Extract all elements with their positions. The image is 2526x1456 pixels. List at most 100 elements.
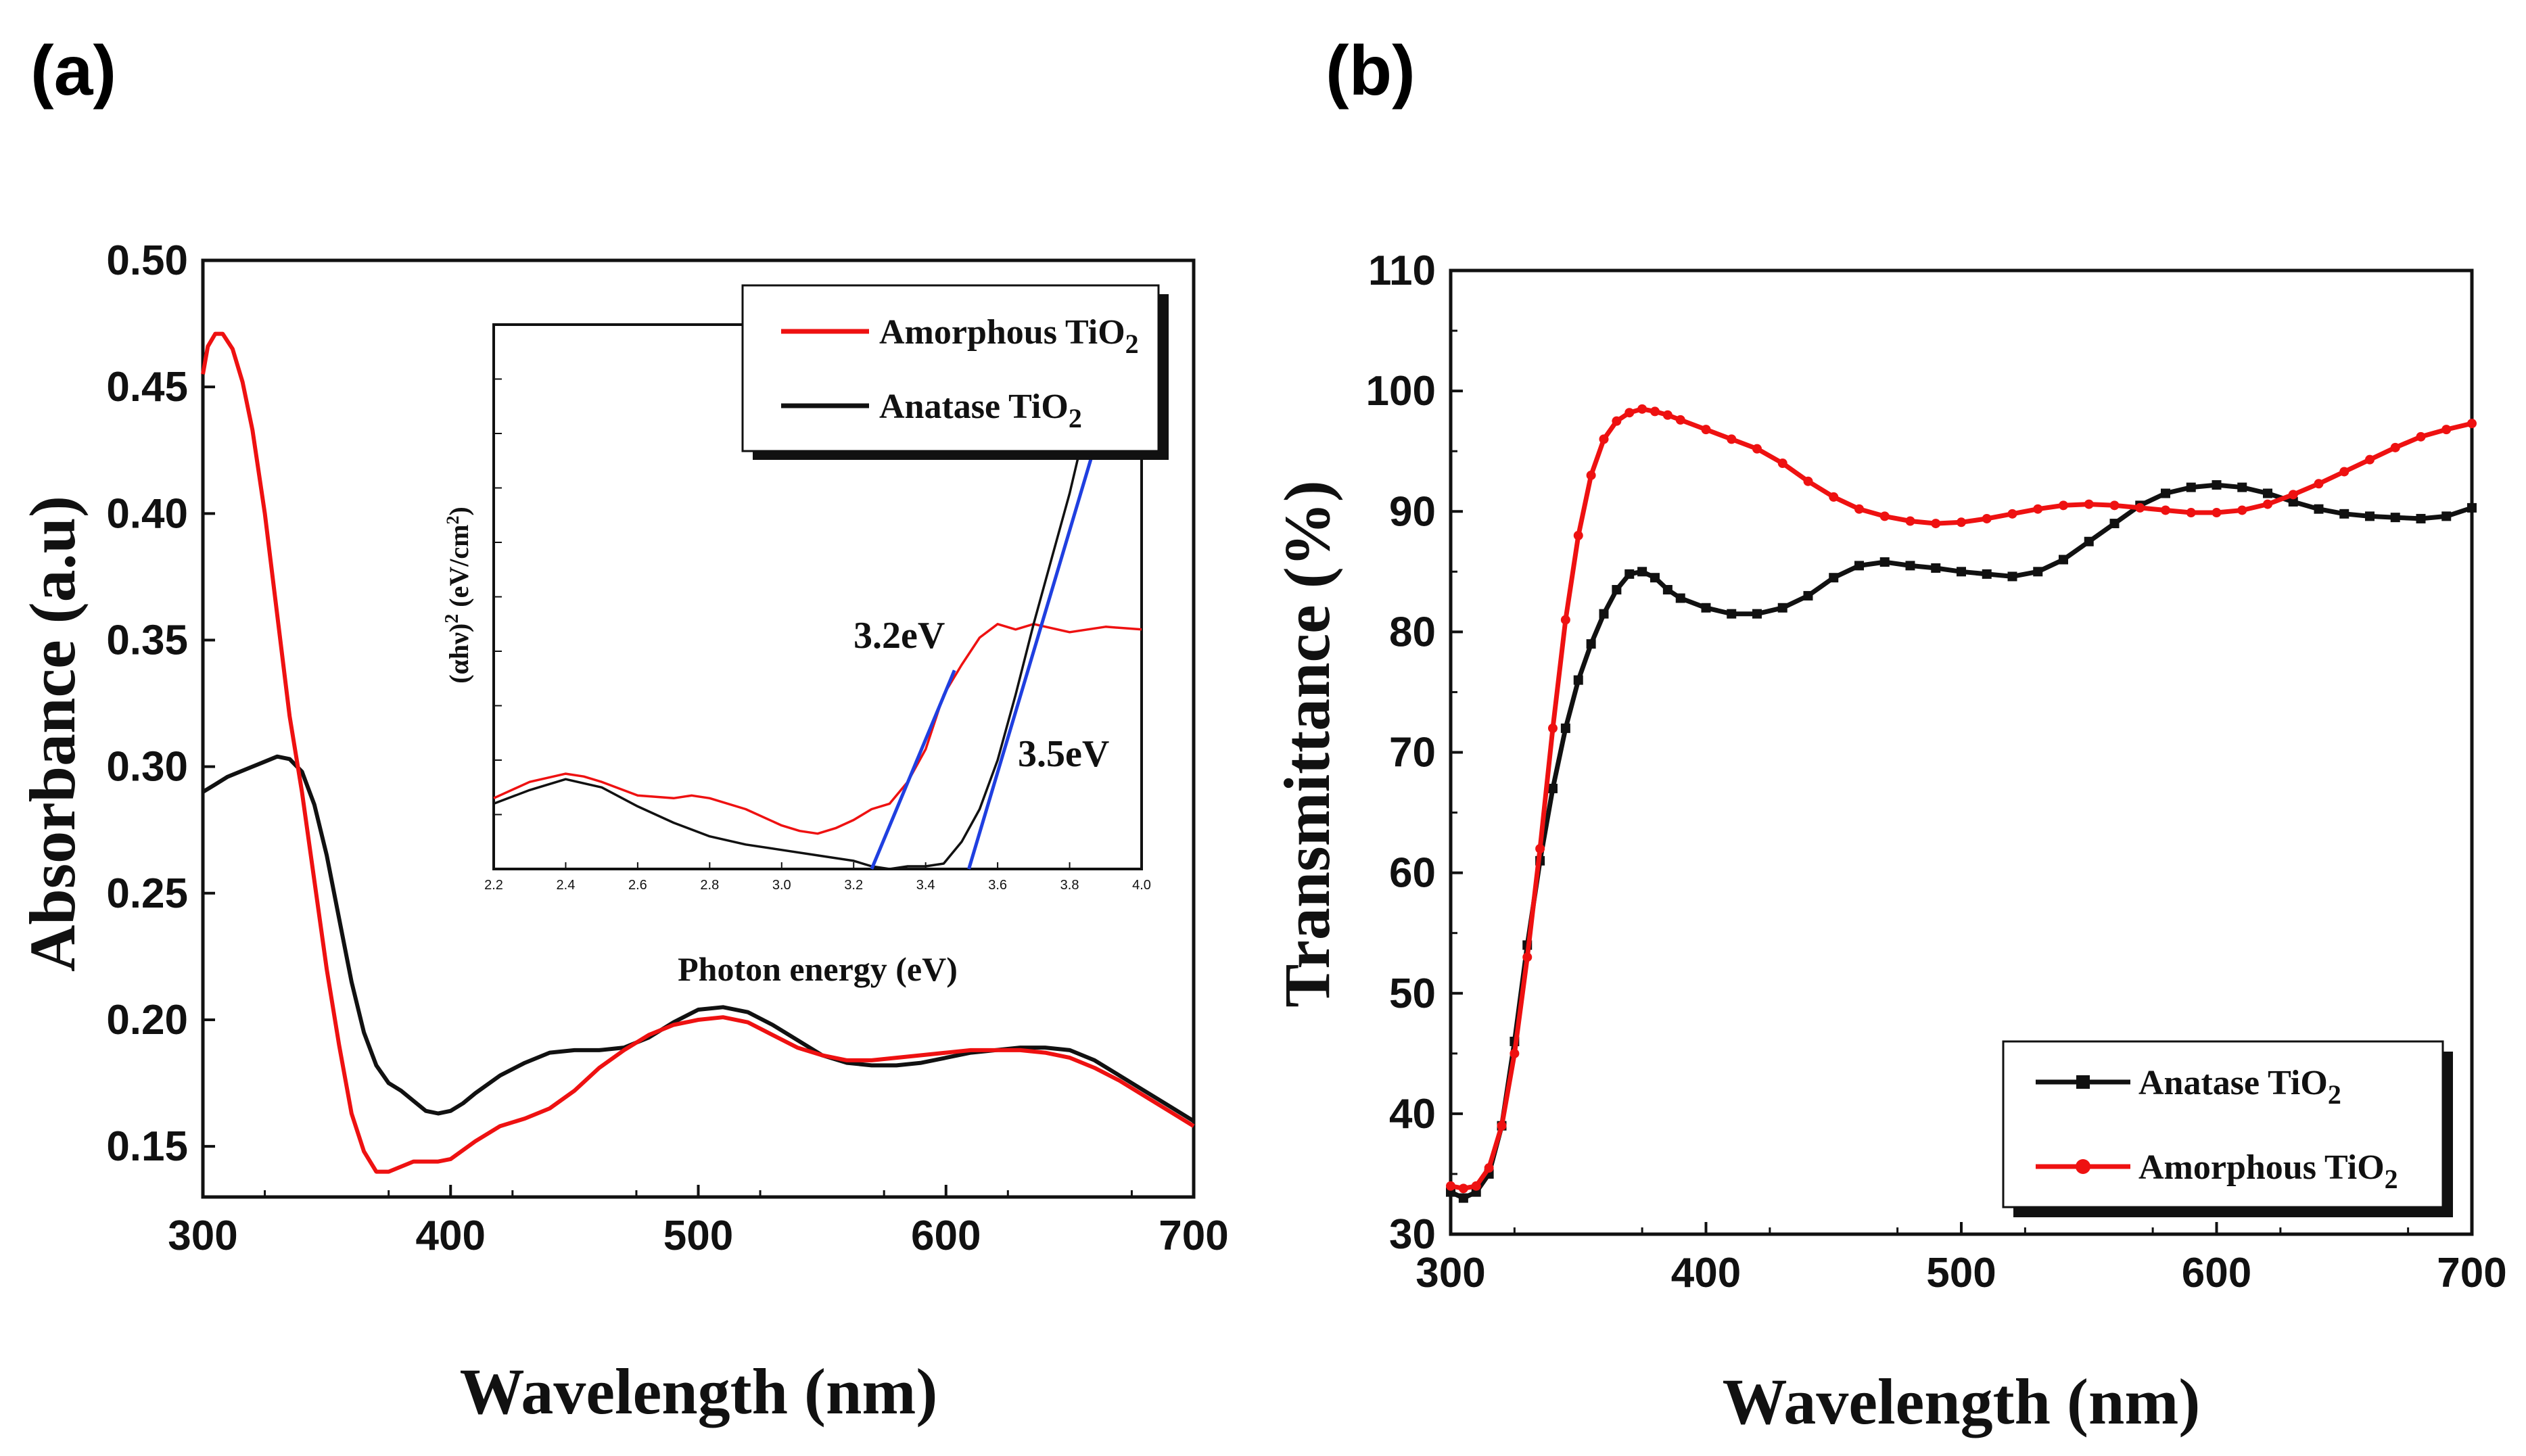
b-point-amorphous: [1612, 416, 1622, 426]
b-point-anatase: [2161, 488, 2170, 498]
b-point-anatase: [1650, 573, 1660, 583]
b-point-anatase: [2263, 488, 2272, 498]
b-ytick-label: 60: [1389, 850, 1436, 897]
panel-a-chart: 0.15 0.20 0.25 0.30 0.35 0.40 0.45 0.50 300 400 5…: [16, 237, 1229, 1428]
b-point-amorphous: [1675, 415, 1685, 425]
b-point-amorphous: [2212, 508, 2222, 518]
b-point-anatase: [1905, 561, 1915, 571]
b-ytick-label: 50: [1389, 970, 1436, 1017]
panel-a-y-ticks: 0.15 0.20 0.25 0.30 0.35 0.40 0.45 0.50: [106, 237, 215, 1170]
panel-a-y-axis-title: Absorbance (a.u): [16, 496, 89, 972]
b-point-anatase: [1560, 723, 1570, 733]
b-point-anatase: [2059, 555, 2068, 565]
inset-y-axis-title-sup: 2: [442, 614, 463, 624]
b-point-anatase: [1752, 609, 1762, 619]
b-point-amorphous: [1522, 952, 1533, 962]
b-point-anatase: [1982, 569, 1992, 579]
b-point-amorphous: [1752, 444, 1762, 454]
b-point-amorphous: [2339, 467, 2349, 477]
panel-b-legend-marker-amorphous: [2076, 1159, 2090, 1174]
b-point-anatase: [1637, 567, 1647, 577]
a-ytick-label: 0.30: [106, 744, 188, 791]
b-point-amorphous: [1471, 1181, 1481, 1191]
a-ytick-label: 0.15: [106, 1123, 188, 1170]
b-ytick-label: 80: [1389, 609, 1436, 655]
b-ytick-label: 90: [1389, 488, 1436, 535]
b-point-anatase: [1803, 590, 1813, 601]
b-xtick-label: 300: [1416, 1250, 1485, 1296]
b-point-amorphous: [2186, 508, 2196, 518]
inset-x-axis-title: Photon energy (eV): [678, 950, 958, 988]
panel-a-legend-label-anatase: Anatase TiO2: [879, 388, 1082, 433]
a-ytick-label: 0.25: [106, 870, 188, 917]
b-ytick-label: 70: [1389, 730, 1436, 776]
panel-a-label: (a): [30, 32, 116, 110]
b-point-anatase: [1624, 569, 1635, 579]
inset-y-axis-title-close: ): [444, 507, 474, 515]
a-ytick-label: 0.50: [106, 237, 188, 284]
b-point-amorphous: [1446, 1181, 1455, 1191]
panel-b-legend-anatase-text: Anatase TiO: [2138, 1064, 2328, 1102]
b-xtick-label: 600: [2182, 1250, 2251, 1296]
inset-xtick-label: 3.0: [772, 878, 791, 893]
b-point-anatase: [1701, 603, 1711, 613]
b-point-amorphous: [2314, 479, 2324, 489]
inset-series-line-amorphous: [493, 623, 1142, 835]
b-point-anatase: [1727, 609, 1737, 619]
b-point-anatase: [1599, 609, 1609, 619]
b-point-amorphous: [1931, 519, 1941, 529]
b-point-anatase: [2467, 502, 2477, 513]
inset-xtick-label: 2.4: [557, 878, 576, 893]
b-point-amorphous: [2059, 500, 2068, 511]
panel-a-legend: Amorphous TiO2 Anatase TiO2: [741, 284, 1169, 460]
inset-xtick-label: 3.2: [844, 878, 863, 893]
b-xtick-label: 500: [1926, 1250, 1996, 1296]
b-point-anatase: [1548, 783, 1558, 793]
b-point-amorphous: [1727, 434, 1737, 444]
panel-a-legend-anatase-text: Anatase TiO: [879, 388, 1069, 426]
panel-b-legend: Anatase TiO 2 Amorphous TiO2: [2002, 1040, 2453, 1217]
b-point-amorphous: [1573, 530, 1583, 540]
panel-b-legend-marker-anatase: [2076, 1075, 2090, 1089]
inset-xtick-label: 3.6: [988, 878, 1007, 893]
inset-tangent-line-1: [870, 670, 956, 870]
panel-b-legend-amorphous-sub: 2: [2385, 1164, 2398, 1194]
b-point-amorphous: [1982, 513, 1992, 523]
panel-a-legend-amorphous-sub: 2: [1125, 329, 1139, 359]
b-point-amorphous: [2237, 505, 2247, 515]
b-point-anatase: [1612, 585, 1622, 595]
panel-a-legend-label-amorphous: Amorphous TiO2: [879, 313, 1139, 359]
a-series-line-amorphous: [201, 331, 1195, 1174]
b-point-anatase: [2109, 519, 2120, 529]
panel-b-legend-label-amorphous: Amorphous TiO2: [2138, 1148, 2398, 1194]
b-point-amorphous: [2390, 442, 2400, 452]
b-point-anatase: [1879, 557, 1890, 567]
inset-xtick-label: 4.0: [1132, 878, 1151, 893]
b-point-anatase: [2212, 480, 2222, 490]
b-point-amorphous: [1484, 1163, 1494, 1173]
panel-b-label: (b): [1326, 32, 1416, 110]
a-ytick-label: 0.45: [106, 364, 188, 410]
a-xtick-label: 700: [1159, 1213, 1228, 1259]
b-point-amorphous: [1957, 517, 1966, 527]
a-xtick-label: 400: [416, 1213, 486, 1259]
panel-a-x-axis-title: Wavelength (nm): [460, 1355, 938, 1428]
inset-y-axis-title-units: (eV/cm: [444, 525, 474, 614]
b-point-anatase: [1829, 573, 1839, 583]
panel-b-legend-amorphous-text: Amorphous TiO: [2138, 1148, 2385, 1187]
a-xtick-label: 600: [911, 1213, 981, 1259]
b-point-amorphous: [1662, 410, 1673, 420]
b-point-amorphous: [1879, 511, 1890, 521]
b-ytick-label: 100: [1366, 368, 1436, 415]
b-point-amorphous: [2441, 425, 2452, 435]
b-point-anatase: [1573, 675, 1583, 685]
b-point-amorphous: [1510, 1048, 1520, 1058]
inset-xtick-label: 3.8: [1060, 878, 1079, 893]
inset-ticks: 2.2 2.4 2.6 2.8 3.0 3.2 3.4 3.6 3.8 4.0: [484, 378, 1151, 893]
b-point-anatase: [1586, 639, 1596, 649]
inset-y-axis-title-units-sup: 2: [443, 516, 463, 525]
panel-b-y-ticks: 30 40 50 60 70 80 90 100 110: [1366, 248, 1463, 1258]
b-ytick-label: 40: [1389, 1091, 1436, 1137]
panel-b-series: [1446, 404, 2477, 1203]
